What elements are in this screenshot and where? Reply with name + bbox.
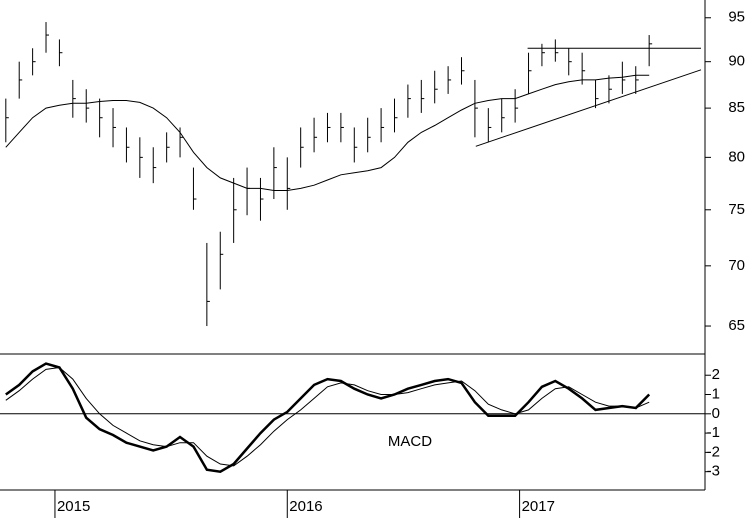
y-tick-label: 95 bbox=[728, 9, 745, 26]
y-tick-label: -1 bbox=[707, 424, 720, 441]
x-tick-label: 2017 bbox=[522, 498, 555, 515]
y-tick-label: 75 bbox=[728, 201, 745, 218]
y-tick-label: 65 bbox=[728, 317, 745, 334]
macd-line bbox=[5, 362, 651, 474]
trendline bbox=[475, 69, 702, 147]
macd-line bbox=[5, 366, 650, 467]
y-tick-label: -3 bbox=[707, 463, 720, 480]
y-tick-label: 90 bbox=[728, 53, 745, 70]
y-tick-label: 0 bbox=[712, 405, 720, 422]
y-tick-label: -2 bbox=[707, 443, 720, 460]
x-tick-label: 2015 bbox=[57, 498, 90, 515]
y-tick-label: 1 bbox=[712, 385, 720, 402]
moving-average bbox=[5, 74, 650, 191]
y-tick-label: 2 bbox=[712, 366, 720, 383]
y-tick-label: 80 bbox=[728, 148, 745, 165]
y-tick-label: 70 bbox=[728, 257, 745, 274]
macd-label: MACD bbox=[388, 433, 432, 450]
x-tick-label: 2016 bbox=[289, 498, 322, 515]
y-tick-label: 85 bbox=[728, 99, 745, 116]
